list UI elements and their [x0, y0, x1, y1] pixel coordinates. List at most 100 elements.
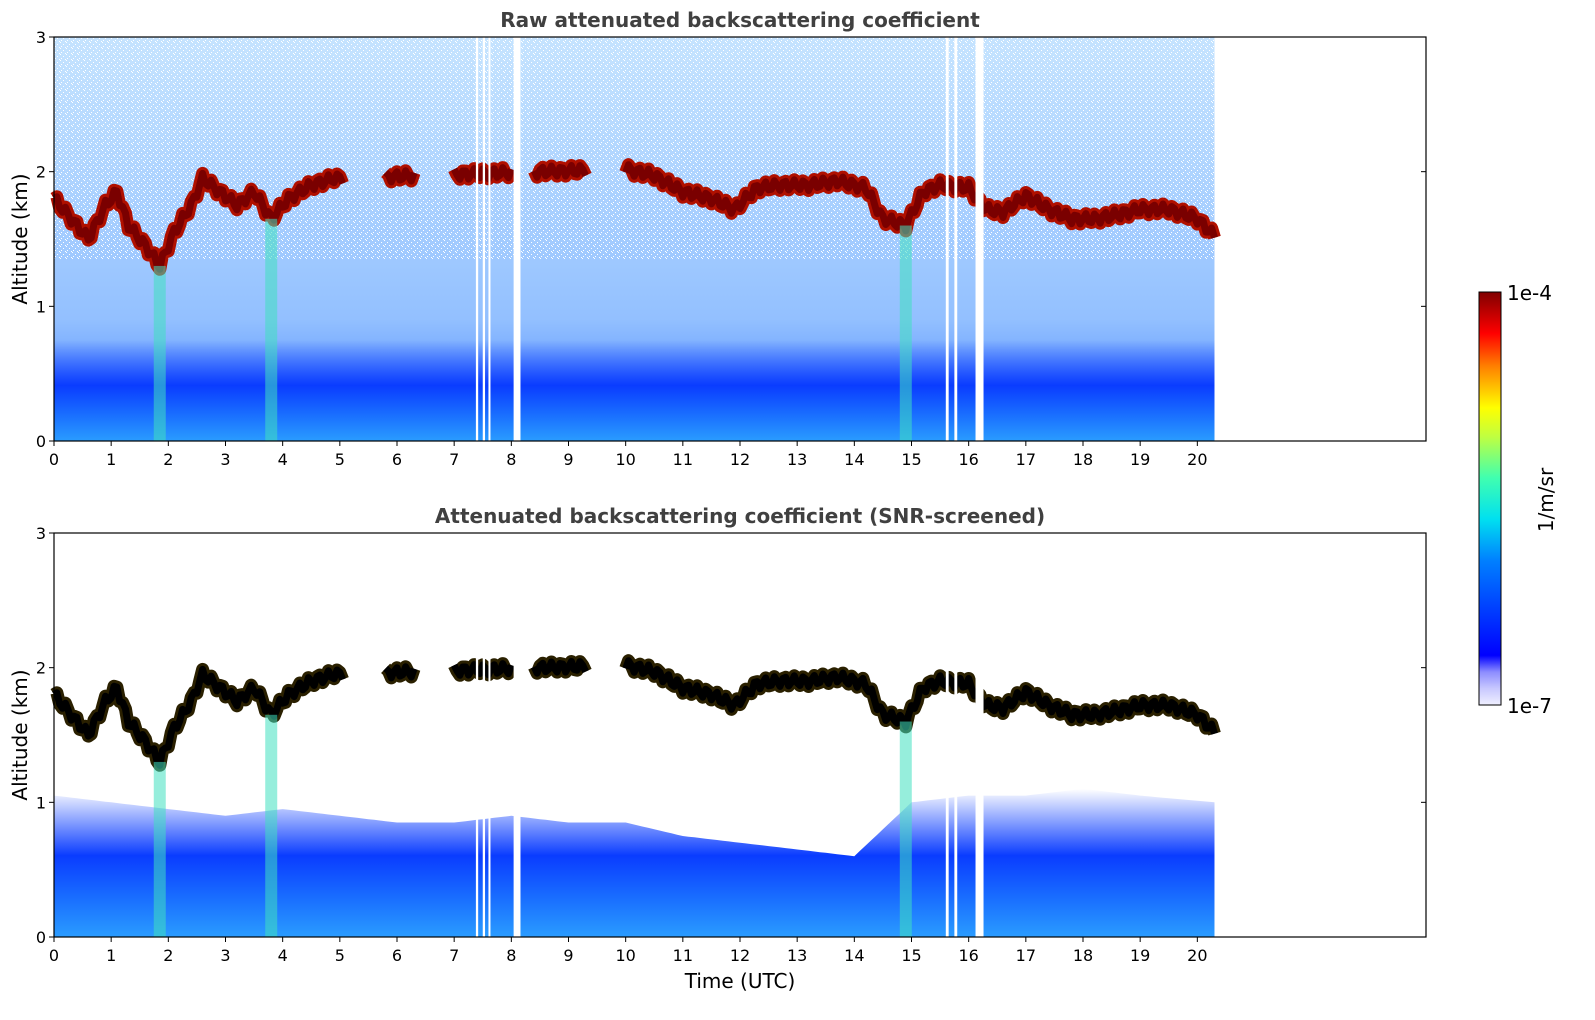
x-tick-label: 17	[1016, 946, 1036, 965]
x-tick-label: 20	[1187, 450, 1207, 469]
cloud-layer	[383, 167, 418, 186]
y-tick-label: 0	[36, 432, 46, 451]
cloud-layer	[531, 162, 589, 181]
colorbar-gradient	[1478, 291, 1502, 706]
data-gap	[488, 37, 491, 441]
panel-screened: Attenuated backscattering coefficient (S…	[8, 504, 1427, 993]
x-tick-label: 5	[335, 450, 345, 469]
x-tick-label: 3	[220, 946, 230, 965]
fall-streak	[899, 721, 912, 937]
x-tick-label: 14	[844, 450, 864, 469]
aerosol-layer	[54, 340, 1215, 441]
x-axis: 0 1 2 3 4 5 6 7 8 9 10 11 12 13 14 15 16 17 18 19 20	[49, 441, 1208, 469]
x-tick-label: 9	[563, 450, 573, 469]
y-tick-label: 2	[36, 659, 46, 678]
x-tick-label: 19	[1130, 946, 1150, 965]
x-tick-label: 18	[1073, 946, 1093, 965]
panel-raw: Raw attenuated backscattering coefficien…	[8, 8, 1427, 469]
x-tick-label: 16	[958, 450, 978, 469]
x-tick-label: 13	[787, 946, 807, 965]
x-tick-label: 10	[615, 450, 635, 469]
aerosol-layer-screened	[54, 788, 1215, 937]
x-tick-label: 6	[392, 946, 402, 965]
data-gap	[954, 37, 958, 441]
y-tick-label: 2	[36, 163, 46, 182]
data-gap	[945, 533, 949, 937]
x-tick-label: 12	[730, 946, 750, 965]
y-axis-label: Altitude (km)	[8, 173, 32, 304]
data-gap	[482, 533, 486, 937]
data-gap	[475, 533, 479, 937]
data-gap	[975, 37, 984, 441]
data-gap	[482, 37, 486, 441]
x-tick-label: 12	[730, 450, 750, 469]
x-tick-label: 4	[278, 450, 288, 469]
x-tick-label: 1	[106, 946, 116, 965]
x-tick-label: 0	[49, 946, 59, 965]
y-tick-label: 3	[36, 28, 46, 47]
x-tick-label: 0	[49, 450, 59, 469]
y-axis: 0 1 2 3	[36, 28, 1426, 451]
x-tick-label: 7	[449, 450, 459, 469]
chart-title: Raw attenuated backscattering coefficien…	[500, 8, 980, 32]
cloud-layer	[622, 657, 1218, 735]
data-gap	[513, 533, 521, 937]
x-tick-label: 18	[1073, 450, 1093, 469]
x-tick-label: 15	[901, 946, 921, 965]
cloud-layer	[531, 658, 589, 677]
colorbar: 1e-4 1e-7 1/m/sr	[1478, 281, 1558, 718]
plot-area	[50, 533, 1221, 937]
x-tick-label: 7	[449, 946, 459, 965]
data-gap	[945, 37, 949, 441]
fall-streak	[153, 761, 166, 937]
data-gap	[954, 533, 958, 937]
cloud-layer	[451, 660, 515, 679]
x-tick-label: 11	[673, 450, 693, 469]
y-axis: 0 1 2 3	[36, 524, 1426, 947]
x-tick-label: 15	[901, 450, 921, 469]
cloud-layer	[383, 663, 418, 682]
chart-title: Attenuated backscattering coefficient (S…	[435, 504, 1045, 528]
y-tick-label: 3	[36, 524, 46, 543]
x-tick-label: 20	[1187, 946, 1207, 965]
y-tick-label: 0	[36, 928, 46, 947]
y-tick-label: 1	[36, 297, 46, 316]
fall-streak	[899, 225, 912, 441]
x-tick-label: 13	[787, 450, 807, 469]
x-tick-label: 11	[673, 946, 693, 965]
fall-streak	[265, 714, 278, 937]
x-tick-label: 8	[506, 946, 516, 965]
x-tick-label: 10	[615, 946, 635, 965]
colorbar-max-label: 1e-4	[1507, 281, 1552, 305]
data-gap	[488, 533, 491, 937]
plot-area	[50, 37, 1221, 441]
colorbar-unit-label: 1/m/sr	[1534, 467, 1558, 532]
x-tick-label: 3	[220, 450, 230, 469]
colorbar-min-label: 1e-7	[1507, 694, 1552, 718]
x-tick-label: 16	[958, 946, 978, 965]
x-axis: 0 1 2 3 4 5 6 7 8 9 10 11 12 13 14 15 16 17 18 19 20	[49, 937, 1208, 965]
x-tick-label: 2	[163, 450, 173, 469]
x-tick-label: 2	[163, 946, 173, 965]
data-gap	[975, 533, 984, 937]
x-tick-label: 5	[335, 946, 345, 965]
cloud-layer	[622, 161, 1218, 239]
data-gap	[475, 37, 479, 441]
x-tick-label: 8	[506, 450, 516, 469]
cloud-layer	[52, 665, 346, 769]
x-tick-label: 19	[1130, 450, 1150, 469]
x-tick-label: 17	[1016, 450, 1036, 469]
noise-speckle	[54, 37, 1215, 260]
x-tick-label: 6	[392, 450, 402, 469]
y-axis-label: Altitude (km)	[8, 669, 32, 800]
x-tick-label: 1	[106, 450, 116, 469]
cloud-layer	[451, 164, 515, 183]
cloud-layer	[52, 169, 346, 273]
x-tick-label: 14	[844, 946, 864, 965]
data-gap	[513, 37, 521, 441]
fall-streak	[153, 265, 166, 441]
fall-streak	[265, 218, 278, 441]
x-axis-label: Time (UTC)	[684, 969, 796, 993]
y-tick-label: 1	[36, 793, 46, 812]
